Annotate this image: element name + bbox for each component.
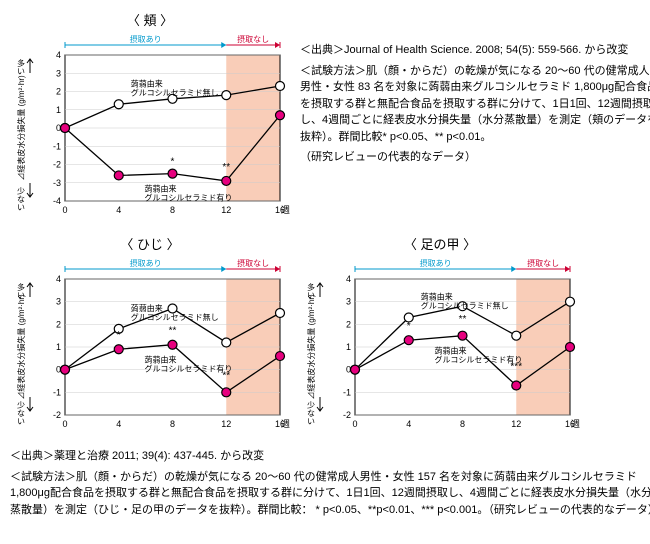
svg-text:摂取あり: 摂取あり (420, 258, 452, 268)
svg-text:-2: -2 (343, 410, 351, 420)
svg-text:週: 週 (571, 419, 580, 429)
svg-text:4: 4 (346, 274, 351, 284)
svg-text:4: 4 (116, 419, 121, 429)
svg-text:2: 2 (56, 319, 61, 329)
svg-text:多い: 多い (17, 282, 26, 299)
svg-text:蒟蒻由来: 蒟蒻由来 (131, 78, 163, 88)
svg-text:***: *** (510, 362, 522, 373)
svg-text:-4: -4 (53, 196, 61, 206)
svg-text:グルコシルセラミド有り: グルコシルセラミド有り (145, 193, 233, 203)
svg-text:摂取なし: 摂取なし (527, 258, 559, 268)
svg-text:少ない: 少ない (17, 401, 26, 425)
svg-text:少ない: 少ない (17, 187, 26, 211)
svg-text:グルコシルセラミド無し: グルコシルセラミド無し (421, 301, 509, 311)
svg-text:多い: 多い (307, 282, 316, 299)
svg-text:*: * (117, 330, 121, 341)
svg-text:-1: -1 (53, 141, 61, 151)
svg-text:1: 1 (56, 342, 61, 352)
svg-text:⊿経表皮水分損失量 (g/m²·hr): ⊿経表皮水分損失量 (g/m²·hr) (16, 75, 26, 181)
svg-text:4: 4 (56, 50, 61, 60)
svg-text:多い: 多い (17, 58, 26, 75)
svg-text:蒟蒻由来: 蒟蒻由来 (435, 346, 467, 356)
chart-cheek-title: 〈 頬 〉 (10, 10, 290, 29)
svg-text:0: 0 (62, 419, 67, 429)
svg-text:-2: -2 (53, 160, 61, 170)
svg-text:少ない: 少ない (307, 401, 316, 425)
svg-text:グルコシルセラミド有り: グルコシルセラミド有り (145, 364, 233, 374)
svg-text:8: 8 (460, 419, 465, 429)
svg-text:8: 8 (170, 205, 175, 215)
svg-text:**: ** (222, 162, 230, 173)
chart-foot: 〈 足の甲 〉 -2-1012340481216週⊿経表皮水分損失量 (g/m²… (300, 234, 580, 440)
svg-text:0: 0 (62, 205, 67, 215)
svg-text:グルコシルセラミド無し: グルコシルセラミド無し (131, 312, 219, 322)
svg-text:-3: -3 (53, 178, 61, 188)
svg-text:0: 0 (352, 419, 357, 429)
svg-text:**: ** (222, 371, 230, 382)
chart-foot-title: 〈 足の甲 〉 (300, 234, 580, 253)
svg-text:12: 12 (511, 419, 521, 429)
svg-text:グルコシルセラミド無し: グルコシルセラミド無し (131, 87, 219, 97)
svg-text:週: 週 (281, 205, 290, 215)
svg-text:摂取なし: 摂取なし (237, 258, 269, 268)
chart-elbow-svg: -2-1012340481216週⊿経表皮水分損失量 (g/m²·hr)多い少な… (10, 257, 290, 437)
svg-text:蒟蒻由来: 蒟蒻由来 (145, 355, 177, 365)
chart-elbow: 〈 ひじ 〉 -2-1012340481216週⊿経表皮水分損失量 (g/m²·… (10, 234, 290, 440)
svg-text:⊿経表皮水分損失量 (g/m²·hr): ⊿経表皮水分損失量 (g/m²·hr) (306, 294, 316, 400)
svg-text:蒟蒻由来: 蒟蒻由来 (145, 184, 177, 194)
svg-text:12: 12 (221, 205, 231, 215)
svg-text:8: 8 (170, 419, 175, 429)
svg-text:摂取あり: 摂取あり (130, 258, 162, 268)
svg-text:4: 4 (406, 419, 411, 429)
chart-cheek-svg: -4-3-2-1012340481216週⊿経表皮水分損失量 (g/m²·hr)… (10, 33, 290, 223)
svg-text:⊿経表皮水分損失量 (g/m²·hr): ⊿経表皮水分損失量 (g/m²·hr) (16, 294, 26, 400)
chart-elbow-title: 〈 ひじ 〉 (10, 234, 290, 253)
svg-text:3: 3 (56, 68, 61, 78)
svg-text:**: ** (459, 314, 467, 325)
svg-text:**: ** (169, 325, 177, 336)
svg-text:4: 4 (56, 274, 61, 284)
svg-text:-2: -2 (53, 410, 61, 420)
svg-text:1: 1 (346, 342, 351, 352)
svg-text:12: 12 (221, 419, 231, 429)
desc2-source: ＜出典＞薬理と治療 2011; 39(4): 437-445. から改変 (10, 448, 650, 465)
svg-text:1: 1 (56, 105, 61, 115)
svg-text:2: 2 (56, 87, 61, 97)
desc1-note: （研究レビューの代表的なデータ） (300, 149, 650, 166)
svg-text:週: 週 (281, 419, 290, 429)
chart-foot-svg: -2-1012340481216週⊿経表皮水分損失量 (g/m²·hr)多い少な… (300, 257, 580, 437)
svg-text:蒟蒻由来: 蒟蒻由来 (421, 292, 453, 302)
svg-text:グルコシルセラミド有り: グルコシルセラミド有り (435, 355, 523, 365)
svg-text:-1: -1 (343, 387, 351, 397)
svg-text:3: 3 (56, 297, 61, 307)
desc2-method: ＜試験方法＞肌（顔・からだ）の乾燥が気になる 20〜60 代の健常成人男性・女性… (10, 469, 650, 519)
svg-text:4: 4 (116, 205, 121, 215)
desc1-method: ＜試験方法＞肌（顔・からだ）の乾燥が気になる 20〜60 代の健常成人男性・女性… (300, 63, 650, 146)
desc1: ＜出典＞Journal of Health Science. 2008; 54(… (300, 10, 650, 226)
svg-text:摂取なし: 摂取なし (237, 34, 269, 44)
svg-text:摂取あり: 摂取あり (130, 34, 162, 44)
desc1-source: ＜出典＞Journal of Health Science. 2008; 54(… (300, 42, 650, 59)
svg-text:*: * (171, 157, 175, 168)
svg-text:3: 3 (346, 297, 351, 307)
svg-text:*: * (407, 321, 411, 332)
desc2: ＜出典＞薬理と治療 2011; 39(4): 437-445. から改変 ＜試験… (10, 448, 650, 518)
chart-cheek: 〈 頬 〉 -4-3-2-1012340481216週⊿経表皮水分損失量 (g/… (10, 10, 290, 226)
svg-text:-1: -1 (53, 387, 61, 397)
svg-text:2: 2 (346, 319, 351, 329)
svg-text:蒟蒻由来: 蒟蒻由来 (131, 303, 163, 313)
